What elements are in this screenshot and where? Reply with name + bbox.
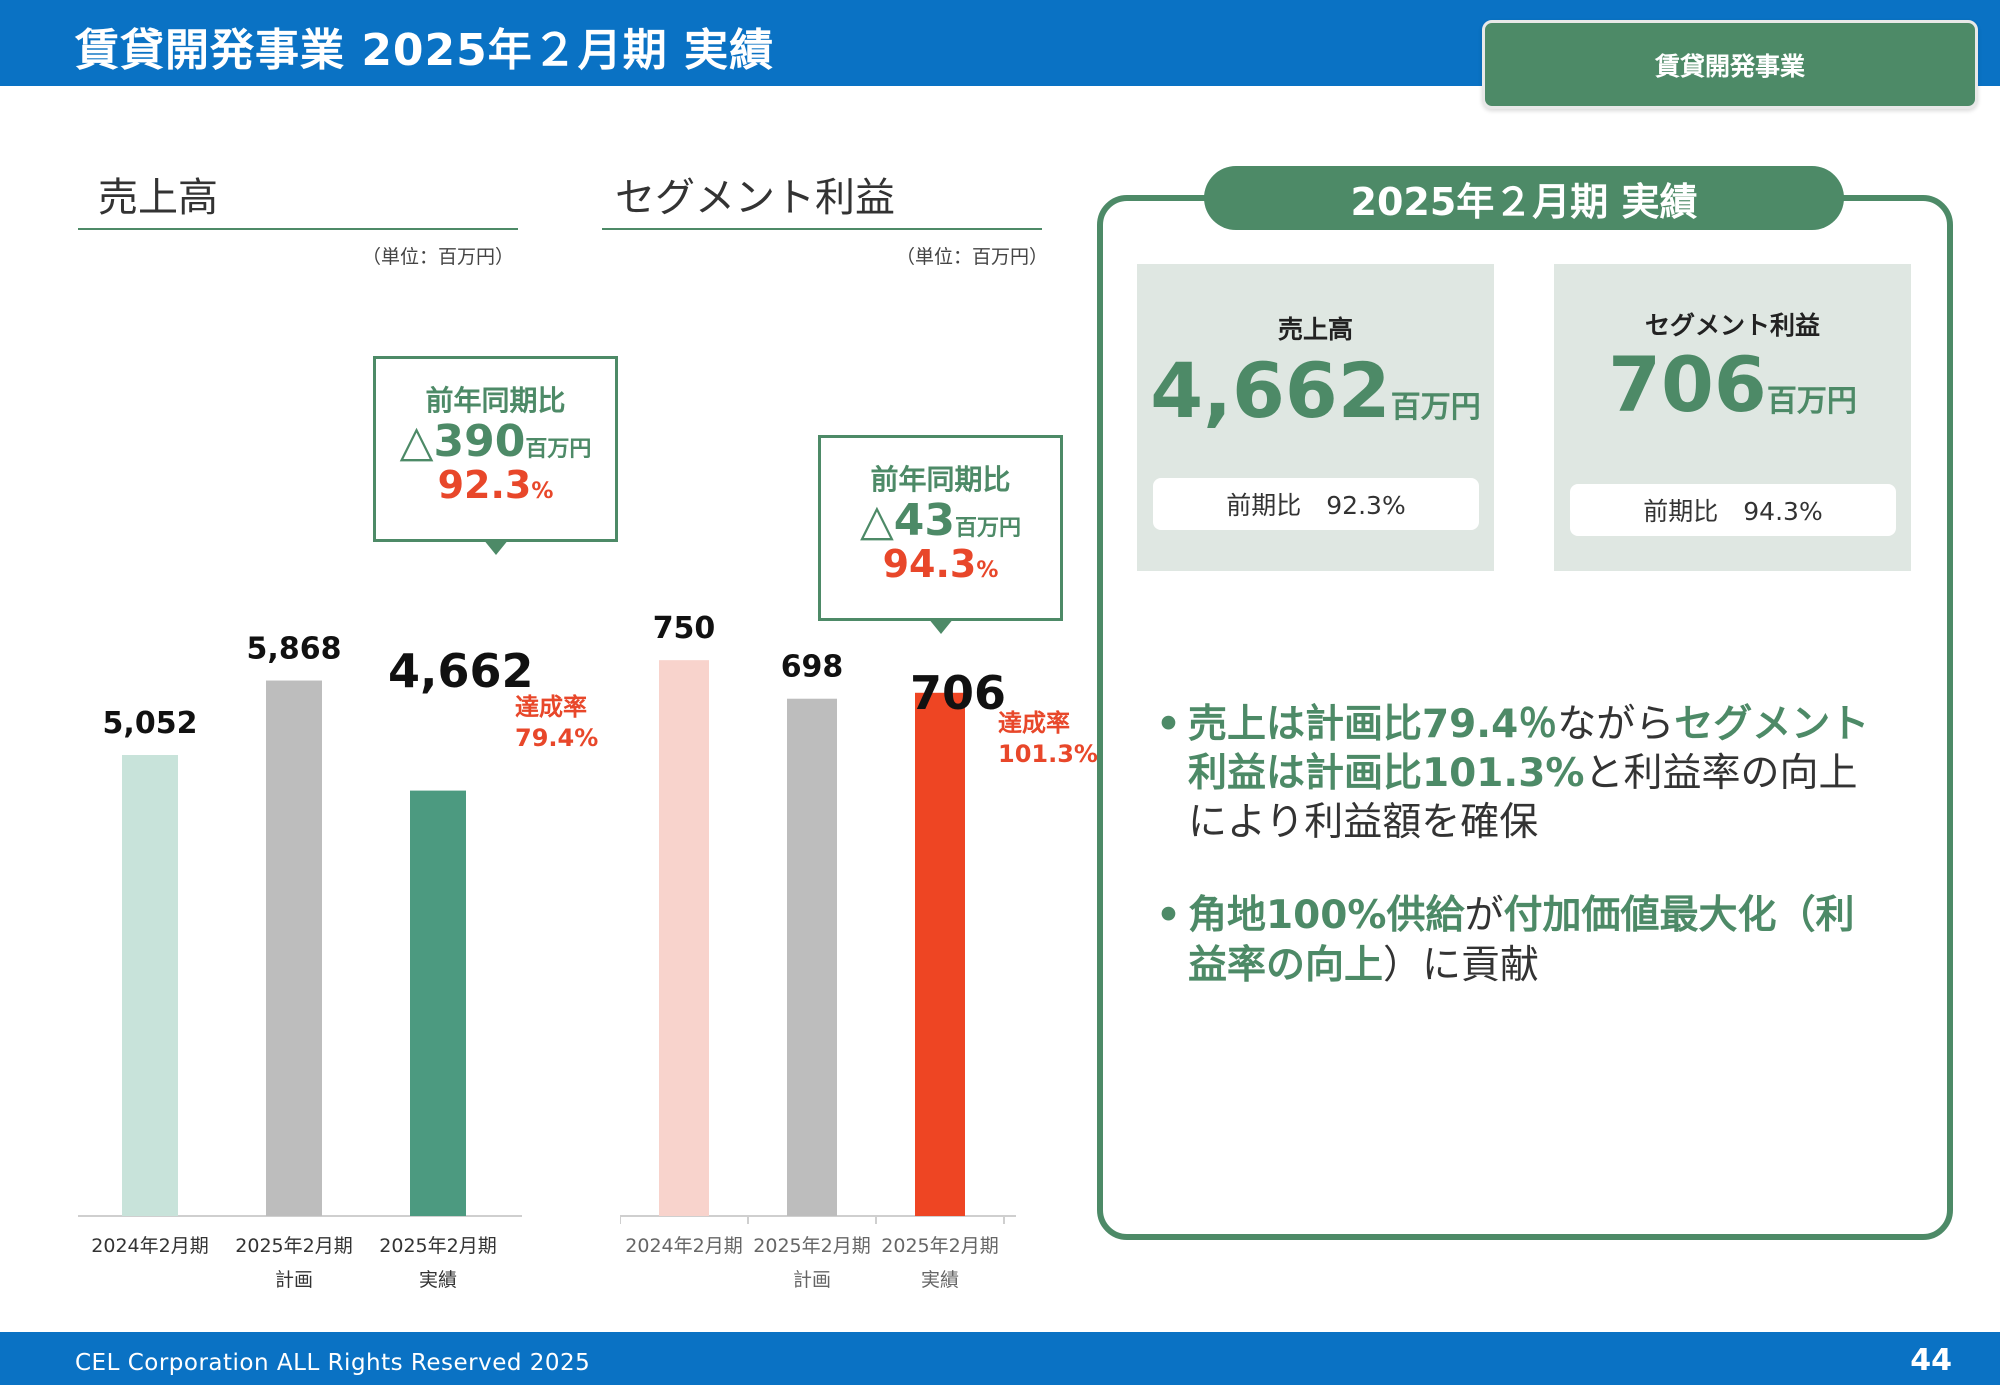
kpi-sales-value: 4,662百万円	[1150, 346, 1481, 435]
profit-yoy-diff: △43百万円	[859, 495, 1022, 546]
profit-achievement: 達成率 101.3%	[998, 709, 1098, 769]
bullet-dot: •	[1156, 702, 1181, 747]
summary-panel-title: 2025年２月期 実績	[1204, 166, 1844, 230]
summary-bullets: • 売上は計画比79.4％ながらセグメント利益は計画比101.3%と利益率の向上…	[1152, 700, 1892, 1034]
kpi-card-profit: セグメント利益 706百万円 前期比 94.3%	[1554, 264, 1911, 571]
page-number: 44	[1910, 1343, 1952, 1378]
bar-2	[915, 692, 965, 1216]
category-label: 計画	[793, 1269, 831, 1291]
sales-chart-title: 売上高	[98, 175, 218, 221]
bar-value-label: 5,868	[247, 632, 342, 667]
sales-title-underline	[78, 228, 518, 230]
kpi-card-sales: 売上高 4,662百万円 前期比 92.3%	[1137, 264, 1494, 571]
segment-tag: 賃貸開発事業	[1482, 20, 1978, 109]
category-label: 2025年2月期	[753, 1235, 870, 1257]
profit-unit-label: （単位：百万円）	[896, 246, 1049, 268]
kpi-sales-yoy: 前期比 92.3%	[1153, 478, 1479, 530]
bar-1	[266, 680, 322, 1216]
profit-actual-value: 706	[910, 666, 1007, 720]
kpi-profit-value: 706百万円	[1608, 340, 1857, 429]
sales-yoy-callout: 前年同期比 △390百万円 92.3%	[373, 356, 618, 555]
bar-value-label: 750	[653, 611, 716, 646]
sales-unit-label: （単位：百万円）	[362, 246, 515, 268]
page-title: 賃貸開発事業 2025年２月期 実績	[75, 25, 775, 76]
sales-yoy-diff: △390百万円	[399, 416, 592, 467]
profit-title-underline	[602, 228, 1042, 230]
category-label: 2025年2月期	[235, 1235, 352, 1257]
bar-0	[659, 660, 709, 1216]
profit-yoy-callout: 前年同期比 △43百万円 94.3%	[818, 435, 1063, 634]
category-label: 2025年2月期	[881, 1235, 998, 1257]
category-label: 2024年2月期	[625, 1235, 742, 1257]
category-label: 実績	[419, 1269, 457, 1291]
bullet-item: • 角地100%供給が付加価値最大化（利益率の向上）に貢献	[1156, 893, 1855, 988]
category-label: 2025年2月期	[379, 1235, 496, 1257]
category-label: 2024年2月期	[91, 1235, 208, 1257]
bar-0	[122, 755, 178, 1216]
sales-achievement: 達成率 79.4%	[515, 693, 599, 753]
copyright-text: CEL Corporation ALL Rights Reserved 2025	[75, 1350, 591, 1376]
sales-yoy-label: 前年同期比	[425, 384, 566, 417]
bullet-item: • 売上は計画比79.4％ながらセグメント利益は計画比101.3%と利益率の向上…	[1156, 702, 1870, 846]
bar-value-label: 5,052	[103, 706, 198, 741]
kpi-profit-label: セグメント利益	[1644, 311, 1820, 340]
bar-1	[787, 698, 837, 1216]
category-label: 実績	[921, 1269, 959, 1291]
bullet-dot: •	[1156, 893, 1181, 939]
category-label: 計画	[275, 1269, 313, 1291]
sales-yoy-pct: 92.3%	[437, 463, 554, 508]
profit-yoy-label: 前年同期比	[870, 463, 1011, 496]
profit-yoy-pct: 94.3%	[882, 542, 999, 587]
bar-2	[410, 790, 466, 1216]
profit-chart-title: セグメント利益	[615, 175, 895, 221]
sales-actual-value: 4,662	[388, 644, 534, 698]
callout-pointer	[483, 539, 509, 555]
callout-pointer	[928, 618, 954, 634]
kpi-sales-label: 売上高	[1277, 315, 1353, 344]
kpi-profit-yoy: 前期比 94.3%	[1570, 484, 1896, 536]
bar-value-label: 698	[781, 650, 844, 685]
footer-bar	[0, 1332, 2000, 1385]
